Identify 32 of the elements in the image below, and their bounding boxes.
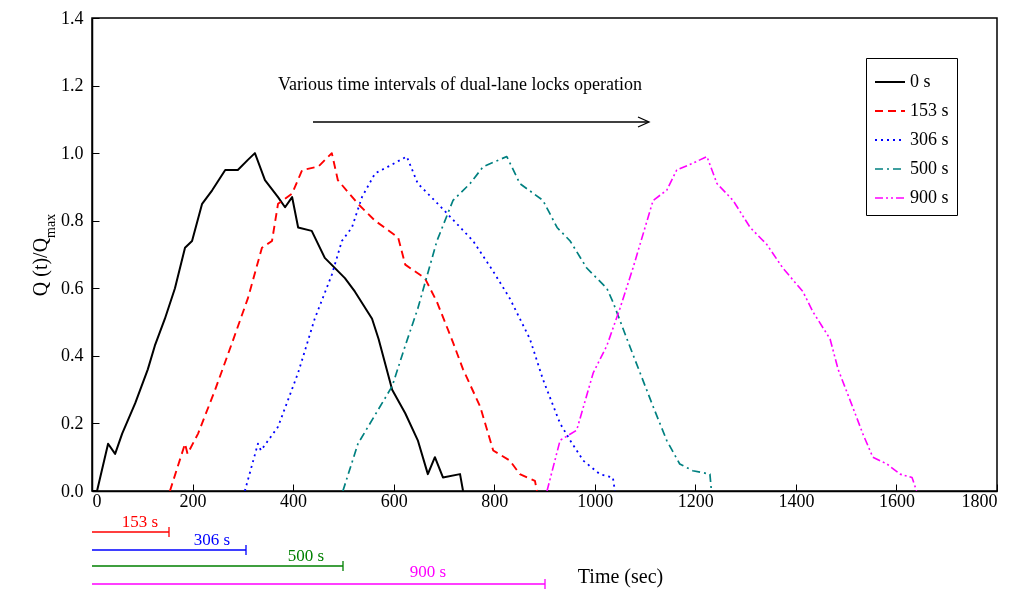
x-tick-label: 200 xyxy=(179,490,207,511)
y-tick-label: 1.4 xyxy=(61,7,84,28)
x-tick-label: 1600 xyxy=(878,490,915,511)
x-tick-label: 0 xyxy=(92,490,102,511)
y-tick-label: 1.2 xyxy=(61,75,84,96)
y-tick-label: 0.8 xyxy=(61,210,84,231)
x-tick-label: 600 xyxy=(380,490,408,511)
text: 500 s xyxy=(287,546,325,565)
x-tick-label: 1400 xyxy=(778,490,815,511)
x-tick-label: 1000 xyxy=(577,490,614,511)
legend-label: 0 s xyxy=(910,71,931,91)
text: 900 s xyxy=(409,562,447,581)
y-tick-label: 0.6 xyxy=(61,277,84,298)
line-series xyxy=(168,152,538,491)
text: 153 s xyxy=(121,512,159,531)
annotation: Various time intervals of dual-lane locks operation xyxy=(278,74,642,94)
legend-label: 500 s xyxy=(910,158,949,178)
x-tick-label: 1200 xyxy=(677,490,714,511)
y-tick-label: 0.0 xyxy=(61,480,84,501)
x-tick-label: 1800 xyxy=(961,490,998,511)
y-tick-label: 1.0 xyxy=(61,142,84,163)
legend-label: 306 s xyxy=(910,129,949,149)
legend-label: 153 s xyxy=(910,100,949,120)
y-tick-label: 0.4 xyxy=(61,345,84,366)
line-series xyxy=(342,155,713,491)
line-series xyxy=(243,155,616,491)
x-tick-label: 400 xyxy=(280,490,308,511)
x-axis-title: Time (sec) xyxy=(577,564,664,588)
legend-label: 900 s xyxy=(910,187,949,207)
text: 306 s xyxy=(193,530,231,549)
y-tick-label: 0.2 xyxy=(61,412,84,433)
x-tick-label: 800 xyxy=(481,490,509,511)
